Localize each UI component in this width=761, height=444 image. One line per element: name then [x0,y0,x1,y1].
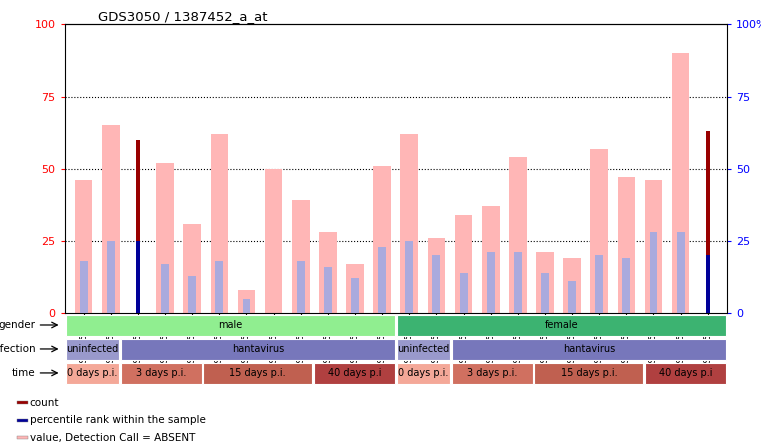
Bar [324,267,332,313]
Text: value, Detection Call = ABSENT: value, Detection Call = ABSENT [30,433,195,443]
Bar [645,180,662,313]
Bar [460,273,467,313]
Bar [591,149,608,313]
Bar [188,275,196,313]
Bar [183,224,201,313]
Text: 15 days p.i.: 15 days p.i. [230,368,286,378]
FancyBboxPatch shape [65,339,119,360]
Bar [595,255,603,313]
Bar [17,436,27,439]
Bar [482,206,499,313]
Bar [541,273,549,313]
FancyBboxPatch shape [645,363,726,384]
Bar [237,290,255,313]
Text: 3 days p.i.: 3 days p.i. [136,368,186,378]
Bar [156,163,174,313]
FancyBboxPatch shape [396,363,450,384]
FancyBboxPatch shape [396,339,450,360]
Bar [75,180,93,313]
Bar [17,401,27,404]
FancyBboxPatch shape [452,363,533,384]
Bar [136,241,140,313]
Text: GDS3050 / 1387452_a_at: GDS3050 / 1387452_a_at [97,10,267,23]
Text: percentile rank within the sample: percentile rank within the sample [30,415,205,425]
Text: time: time [12,368,36,378]
FancyBboxPatch shape [534,363,643,384]
Bar [428,238,445,313]
FancyBboxPatch shape [121,339,395,360]
Bar [400,134,418,313]
Bar [80,261,88,313]
Text: infection: infection [0,344,36,354]
Text: hantavirus: hantavirus [231,344,284,354]
FancyBboxPatch shape [121,363,202,384]
Text: uninfected: uninfected [66,344,119,354]
Text: female: female [544,320,578,330]
Text: gender: gender [0,320,36,330]
Bar [617,178,635,313]
Text: 3 days p.i.: 3 days p.i. [467,368,517,378]
Bar [706,131,709,313]
Bar [346,264,364,313]
Bar [650,232,658,313]
Bar [102,126,119,313]
Bar [297,261,304,313]
Bar [215,261,223,313]
Text: hantavirus: hantavirus [562,344,615,354]
Bar [509,157,527,313]
Text: 0 days p.i.: 0 days p.i. [67,368,117,378]
Bar [672,53,689,313]
Bar [563,258,581,313]
Bar [265,169,282,313]
Bar [568,281,576,313]
Bar [622,258,630,313]
Bar [161,264,169,313]
Text: 15 days p.i.: 15 days p.i. [561,368,617,378]
Bar [537,252,554,313]
Bar [677,232,685,313]
Bar [351,278,359,313]
Bar [292,201,310,313]
Bar [432,255,441,313]
Text: 40 days p.i: 40 days p.i [327,368,381,378]
Bar [455,215,473,313]
FancyBboxPatch shape [314,363,395,384]
Bar [487,252,495,313]
Bar [211,134,228,313]
Bar [374,166,391,313]
Bar [136,140,140,313]
Bar [514,252,522,313]
Text: 0 days p.i.: 0 days p.i. [398,368,448,378]
Bar [406,241,413,313]
Bar [243,298,250,313]
Text: count: count [30,397,59,408]
Text: 40 days p.i: 40 days p.i [658,368,712,378]
FancyBboxPatch shape [203,363,312,384]
Bar [706,255,709,313]
Bar [107,241,115,313]
Text: uninfected: uninfected [397,344,450,354]
Bar [378,247,386,313]
Bar [17,419,27,422]
FancyBboxPatch shape [65,315,395,336]
FancyBboxPatch shape [65,363,119,384]
Bar [319,232,336,313]
Text: male: male [218,320,242,330]
FancyBboxPatch shape [452,339,726,360]
FancyBboxPatch shape [396,315,726,336]
